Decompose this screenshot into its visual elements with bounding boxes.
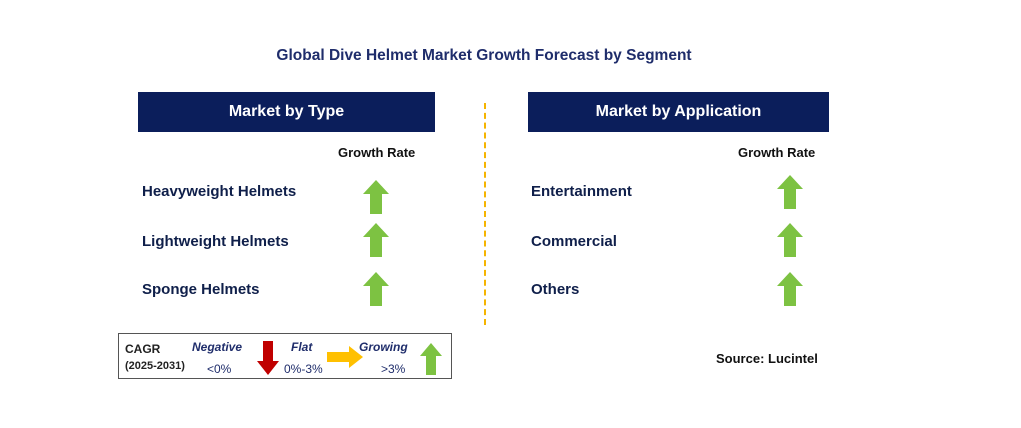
legend-flat-label: Flat	[291, 340, 313, 354]
legend-growing-label: Growing	[359, 340, 408, 354]
up-arrow-icon	[777, 175, 803, 209]
cagr-legend: CAGR (2025-2031) Negative <0% Flat 0%-3%…	[118, 333, 452, 379]
application-growth-rate-label: Growth Rate	[738, 145, 816, 160]
up-arrow-icon	[420, 343, 442, 375]
source-label: Source: Lucintel	[716, 351, 818, 366]
up-arrow-icon	[363, 223, 389, 257]
up-arrow-icon	[777, 223, 803, 257]
type-row-label: Sponge Helmets	[142, 281, 260, 298]
page-title: Global Dive Helmet Market Growth Forecas…	[276, 47, 692, 64]
legend-cagr-label: CAGR	[125, 342, 161, 356]
market-by-application-header: Market by Application	[528, 92, 829, 132]
application-row-label: Others	[531, 281, 580, 298]
up-arrow-icon	[363, 272, 389, 306]
right-arrow-icon	[327, 346, 363, 368]
type-row-label: Lightweight Helmets	[142, 233, 289, 250]
legend-flat-value: 0%-3%	[284, 362, 323, 376]
up-arrow-icon	[777, 272, 803, 306]
legend-period: (2025-2031)	[125, 360, 185, 372]
legend-growing-value: >3%	[381, 362, 406, 376]
panel-divider	[484, 103, 486, 325]
market-by-type-header: Market by Type	[138, 92, 435, 132]
legend-negative-value: <0%	[207, 362, 232, 376]
application-row-label: Commercial	[531, 233, 617, 250]
application-row-label: Entertainment	[531, 183, 632, 200]
up-arrow-icon	[363, 180, 389, 214]
type-row-label: Heavyweight Helmets	[142, 183, 297, 200]
down-arrow-icon	[257, 341, 279, 375]
legend-negative-label: Negative	[192, 340, 243, 354]
type-growth-rate-label: Growth Rate	[338, 145, 416, 160]
